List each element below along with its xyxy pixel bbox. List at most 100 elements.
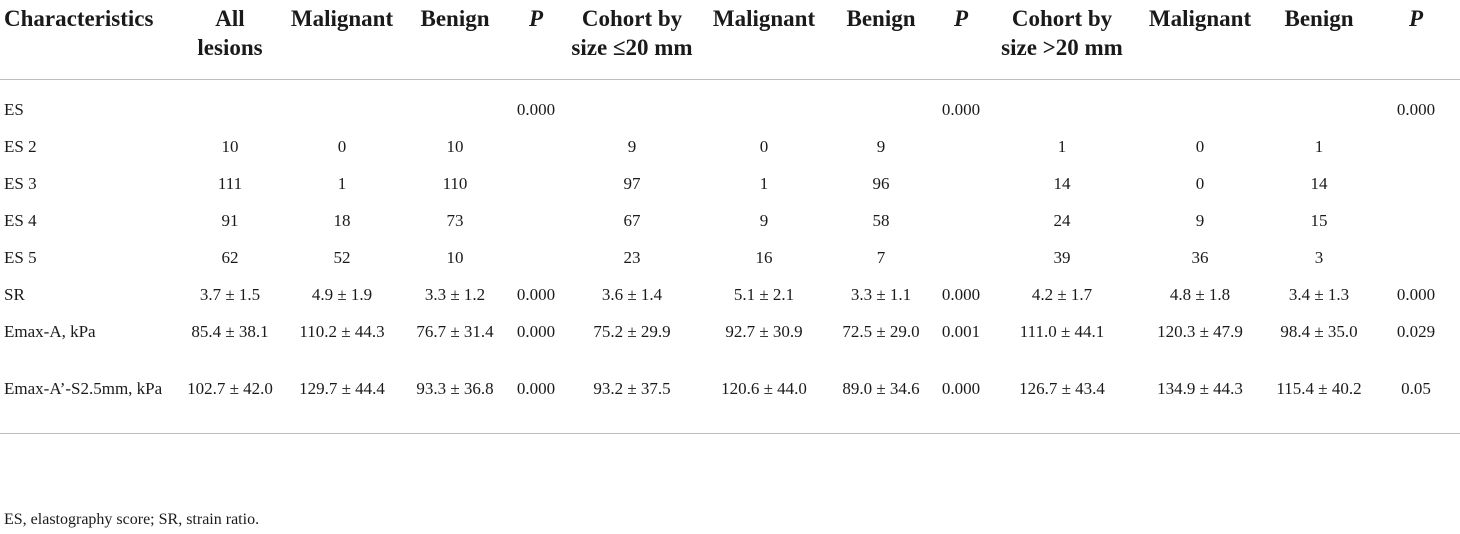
table-cell: 1 xyxy=(337,174,347,193)
header-malignant-large: Malignant xyxy=(1134,0,1266,80)
header-malignant-all: Malignant xyxy=(280,0,404,80)
table-cell xyxy=(932,135,990,172)
table-cell: 18 xyxy=(333,211,351,230)
table-cell: 58 xyxy=(872,211,890,230)
table-cell xyxy=(1266,98,1372,135)
table-cell: 126.7 ± 43.4 xyxy=(990,377,1134,434)
row-label: ES 5 xyxy=(4,248,37,267)
table-body: ES 0.000 0.000 0.000 ES 2 10 0 10 9 0 9 1 0 1 ES 3 111 1… xyxy=(0,80,1460,434)
row-label: ES xyxy=(4,100,24,119)
table-cell: 1 xyxy=(759,174,769,193)
table-cell xyxy=(506,246,566,283)
table-cell: 3.3 ± 1.2 xyxy=(424,285,486,304)
table-cell: 0.05 xyxy=(1372,377,1460,434)
table-cell: 0.000 xyxy=(941,100,981,119)
table-cell: 1 xyxy=(1057,137,1067,156)
table-cell xyxy=(1372,246,1460,283)
row-es-3: ES 3 111 1 110 97 1 96 14 0 14 xyxy=(0,172,1460,209)
table-cell: 0.000 xyxy=(516,100,556,119)
table-cell: 0 xyxy=(1195,137,1205,156)
row-label: Emax-A’-S2.5mm, kPa xyxy=(0,377,180,434)
row-emax-a: Emax-A, kPa 85.4 ± 38.1 110.2 ± 44.3 76.7 ±… xyxy=(0,320,1460,377)
table-cell: 0.001 xyxy=(941,322,981,341)
table-cell: 9 xyxy=(876,137,886,156)
header-p-large: P xyxy=(1372,0,1460,80)
table-cell: 9 xyxy=(627,137,637,156)
table-cell: 115.4 ± 40.2 xyxy=(1266,377,1372,434)
row-label: ES 4 xyxy=(4,211,37,230)
table-cell: 4.9 ± 1.9 xyxy=(311,285,373,304)
table-cell: 7 xyxy=(876,248,886,267)
row-label: SR xyxy=(4,285,25,304)
table-cell: 10 xyxy=(446,137,464,156)
row-es-4: ES 4 91 18 73 67 9 58 24 9 15 xyxy=(0,209,1460,246)
header-p-all: P xyxy=(506,0,566,80)
table-cell: 0 xyxy=(1195,174,1205,193)
table-cell: 110.2 ± 44.3 xyxy=(299,322,385,341)
table-cell: 3 xyxy=(1314,248,1324,267)
table-cell: 72.5 ± 29.0 xyxy=(842,322,920,341)
row-label: ES 3 xyxy=(4,174,37,193)
table-cell: 134.9 ± 44.3 xyxy=(1134,377,1266,434)
table-cell: 0 xyxy=(759,137,769,156)
header-characteristics: Characteristics xyxy=(0,0,180,80)
table-cell: 3.6 ± 1.4 xyxy=(601,285,663,304)
header-all-lesions: All lesions xyxy=(180,0,280,80)
table-cell: 67 xyxy=(623,211,641,230)
table-cell: 0.000 xyxy=(1396,285,1436,304)
row-label: Emax-A, kPa xyxy=(4,322,96,341)
table-footnote: ES, elastography score; SR, strain ratio… xyxy=(4,511,260,528)
table-cell: 62 xyxy=(221,248,239,267)
table-cell xyxy=(180,98,280,135)
header-benign-large: Benign xyxy=(1266,0,1372,80)
table-cell: 0.000 xyxy=(932,377,990,434)
table-cell: 0.000 xyxy=(506,377,566,434)
header-benign-small: Benign xyxy=(830,0,932,80)
table-cell xyxy=(1134,98,1266,135)
table-cell: 9 xyxy=(1195,211,1205,230)
table-cell: 120.3 ± 47.9 xyxy=(1157,322,1243,341)
table-cell: 129.7 ± 44.4 xyxy=(280,377,404,434)
table-cell: 4.8 ± 1.8 xyxy=(1169,285,1231,304)
table-cell: 92.7 ± 30.9 xyxy=(725,322,803,341)
table-cell: 39 xyxy=(1053,248,1071,267)
table-cell: 23 xyxy=(623,248,641,267)
table-cell: 96 xyxy=(872,174,890,193)
data-table: Characteristics All lesions Malignant Be… xyxy=(0,0,1460,434)
table-cell: 24 xyxy=(1053,211,1071,230)
table-cell: 120.6 ± 44.0 xyxy=(698,377,830,434)
table-cell xyxy=(932,172,990,209)
table-cell: 93.2 ± 37.5 xyxy=(566,377,698,434)
table-cell xyxy=(932,209,990,246)
header-malignant-small: Malignant xyxy=(698,0,830,80)
row-emax-a-s25: Emax-A’-S2.5mm, kPa 102.7 ± 42.0 129.7 ± 4… xyxy=(0,377,1460,434)
table-cell: 14 xyxy=(1053,174,1071,193)
table-cell: 0.000 xyxy=(516,285,556,304)
table-cell: 91 xyxy=(221,211,239,230)
table-cell: 1 xyxy=(1314,137,1324,156)
table-cell xyxy=(698,98,830,135)
row-sr: SR 3.7 ± 1.5 4.9 ± 1.9 3.3 ± 1.2 0.000 3.6 ± … xyxy=(0,283,1460,320)
header-p-small: P xyxy=(932,0,990,80)
table-cell: 3.3 ± 1.1 xyxy=(850,285,912,304)
table-cell: 75.2 ± 29.9 xyxy=(593,322,671,341)
table-cell xyxy=(1372,172,1460,209)
table-cell: 0.029 xyxy=(1396,322,1436,341)
table-cell xyxy=(506,209,566,246)
header-row: Characteristics All lesions Malignant Be… xyxy=(0,0,1460,80)
row-label: ES 2 xyxy=(4,137,37,156)
table-cell: 3.4 ± 1.3 xyxy=(1288,285,1350,304)
header-cohort-small: Cohort by size ≤20 mm xyxy=(566,0,698,80)
table-cell: 76.7 ± 31.4 xyxy=(416,322,494,341)
row-es: ES 0.000 0.000 0.000 xyxy=(0,98,1460,135)
table-cell: 16 xyxy=(755,248,773,267)
table-cell xyxy=(1372,209,1460,246)
table-cell: 85.4 ± 38.1 xyxy=(191,322,269,341)
table-cell: 0 xyxy=(337,137,347,156)
table-cell: 98.4 ± 35.0 xyxy=(1280,322,1358,341)
table-cell: 14 xyxy=(1310,174,1328,193)
table-cell xyxy=(506,135,566,172)
header-cohort-large: Cohort by size >20 mm xyxy=(990,0,1134,80)
table-cell: 5.1 ± 2.1 xyxy=(733,285,795,304)
